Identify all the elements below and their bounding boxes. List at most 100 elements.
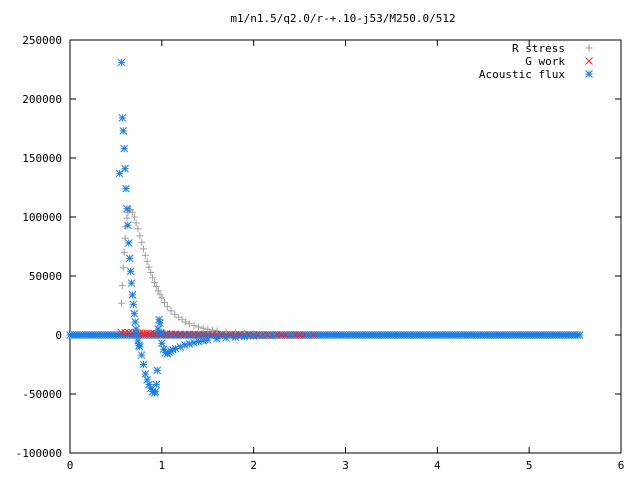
data-point — [127, 279, 136, 287]
data-point — [304, 331, 313, 339]
data-point — [139, 245, 147, 253]
data-point — [115, 169, 124, 178]
data-point — [139, 329, 148, 338]
data-point — [134, 225, 142, 233]
data-point — [240, 332, 249, 341]
legend-label: G work — [525, 55, 565, 68]
chart-title: m1/n1.5/q2.0/r-+.10-j53/M250.0/512 — [230, 12, 455, 25]
y-tick-label: 0 — [55, 329, 62, 342]
y-tick-label: -100000 — [16, 447, 62, 460]
data-point — [130, 309, 139, 318]
data-point — [131, 318, 140, 326]
data-point — [122, 184, 130, 193]
data-point — [152, 380, 161, 389]
x-tick-label: 5 — [526, 459, 533, 472]
data-point — [268, 331, 276, 340]
x-tick-label: 0 — [67, 459, 74, 472]
data-point — [121, 328, 129, 337]
data-point — [152, 283, 160, 291]
data-point — [157, 328, 165, 337]
data-point — [121, 164, 129, 173]
data-point — [158, 294, 166, 302]
data-point — [204, 325, 212, 333]
data-point — [117, 328, 126, 337]
legend-marker — [585, 44, 593, 52]
data-point — [199, 324, 207, 332]
y-tick-label: -50000 — [22, 388, 62, 401]
y-tick-label: 50000 — [29, 270, 62, 283]
data-point — [231, 333, 240, 341]
data-point — [119, 264, 127, 272]
data-point — [150, 329, 159, 338]
data-point — [123, 214, 131, 222]
data-point — [145, 263, 153, 271]
data-point — [149, 274, 157, 282]
data-point — [167, 307, 175, 315]
data-point — [157, 339, 166, 348]
data-point — [143, 257, 151, 265]
data-point — [203, 336, 212, 344]
legend-marker — [585, 57, 593, 65]
data-point — [132, 219, 140, 227]
data-point — [195, 323, 203, 331]
data-point — [151, 387, 160, 396]
data-point — [126, 267, 135, 276]
data-point — [123, 204, 131, 213]
data-point — [208, 326, 216, 334]
data-point — [213, 334, 221, 343]
data-point — [128, 291, 137, 299]
y-tick-label: 200000 — [22, 93, 62, 106]
data-point — [121, 234, 129, 242]
data-point — [174, 313, 182, 321]
data-point — [156, 319, 164, 328]
data-point — [118, 114, 127, 122]
y-tick-label: 250000 — [22, 34, 62, 47]
data-point — [213, 327, 221, 335]
data-point — [124, 239, 133, 247]
x-tick-label: 3 — [342, 459, 349, 472]
y-tick-label: 100000 — [22, 211, 62, 224]
data-point — [143, 329, 151, 338]
legend-marker — [585, 70, 593, 78]
data-point — [249, 332, 258, 340]
data-point — [178, 316, 186, 324]
data-point — [135, 342, 144, 351]
data-point — [117, 299, 125, 307]
x-tick-label: 6 — [618, 459, 625, 472]
series-r-stress — [117, 205, 313, 339]
data-point — [156, 290, 164, 298]
x-tick-label: 4 — [434, 459, 441, 472]
x-tick-label: 1 — [159, 459, 166, 472]
data-point — [141, 251, 149, 259]
data-point — [258, 331, 267, 340]
data-point — [147, 268, 155, 276]
acoustic-flux-point — [575, 331, 584, 339]
data-point — [150, 278, 158, 286]
data-point — [139, 360, 148, 369]
legend-label: R stress — [512, 42, 565, 55]
data-point — [146, 329, 155, 338]
data-point — [137, 351, 146, 359]
data-point — [141, 370, 150, 378]
data-point — [117, 58, 126, 67]
data-point — [134, 337, 142, 345]
data-point — [120, 248, 128, 256]
y-tick-label: 150000 — [22, 152, 62, 165]
data-point — [138, 238, 146, 246]
data-point — [194, 337, 203, 346]
data-point — [129, 300, 138, 309]
data-point — [153, 366, 162, 375]
data-point — [120, 144, 129, 153]
data-point — [185, 339, 194, 348]
data-point — [136, 232, 144, 240]
legend-label: Acoustic flux — [479, 68, 565, 81]
data-point — [119, 127, 128, 135]
data-point — [185, 320, 193, 328]
plot-area — [66, 58, 584, 397]
data-point — [163, 303, 171, 311]
data-point — [154, 287, 162, 295]
data-point — [118, 281, 126, 289]
data-point — [124, 328, 133, 337]
